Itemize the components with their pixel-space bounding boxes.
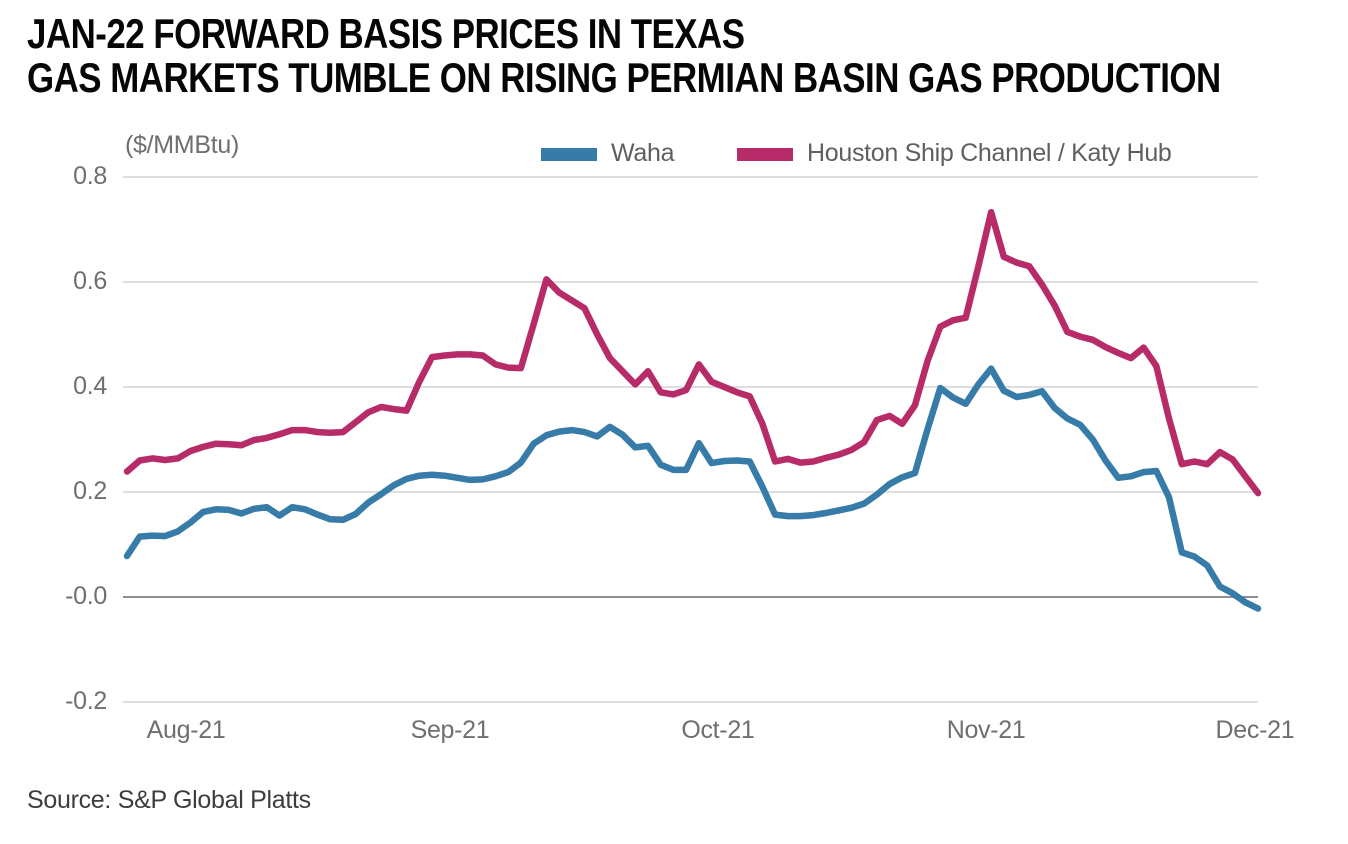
houston-line-swatch-icon (737, 148, 793, 161)
chart-title-line2: GAS MARKETS TUMBLE ON RISING PERMIAN BAS… (27, 54, 1221, 101)
y-tick-label: 0.2 (73, 477, 107, 505)
legend-label-houston: Houston Ship Channel / Katy Hub (807, 139, 1172, 167)
y-tick-label: -0.0 (65, 582, 107, 610)
legend-item-waha: Waha (541, 139, 674, 168)
y-tick-label: -0.2 (65, 687, 107, 715)
y-axis-unit-label: ($/MMBtu) (125, 131, 239, 159)
source-note: Source: S&P Global Platts (27, 786, 311, 814)
x-tick-label: Aug-21 (146, 716, 226, 744)
y-tick-label: 0.6 (73, 267, 107, 295)
legend-label-waha: Waha (611, 139, 675, 167)
series-line-waha (123, 365, 1262, 612)
x-tick-label: Sep-21 (410, 716, 490, 744)
legend-item-houston: Houston Ship Channel / Katy Hub (737, 139, 1172, 168)
x-tick-label: Oct-21 (681, 716, 755, 744)
chart-title-line1: JAN-22 FORWARD BASIS PRICES IN TEXAS (27, 10, 745, 57)
series-lines (123, 208, 1262, 612)
series-line-houston (123, 208, 1262, 497)
y-tick-label: 0.4 (73, 372, 107, 400)
gridlines (123, 176, 1258, 703)
x-tick-label: Nov-21 (946, 716, 1026, 744)
x-tick-label: Dec-21 (1215, 716, 1295, 744)
chart-legend: Waha Houston Ship Channel / Katy Hub (0, 139, 1348, 169)
y-tick-label: 0.8 (73, 162, 107, 190)
waha-line-swatch-icon (541, 148, 597, 161)
